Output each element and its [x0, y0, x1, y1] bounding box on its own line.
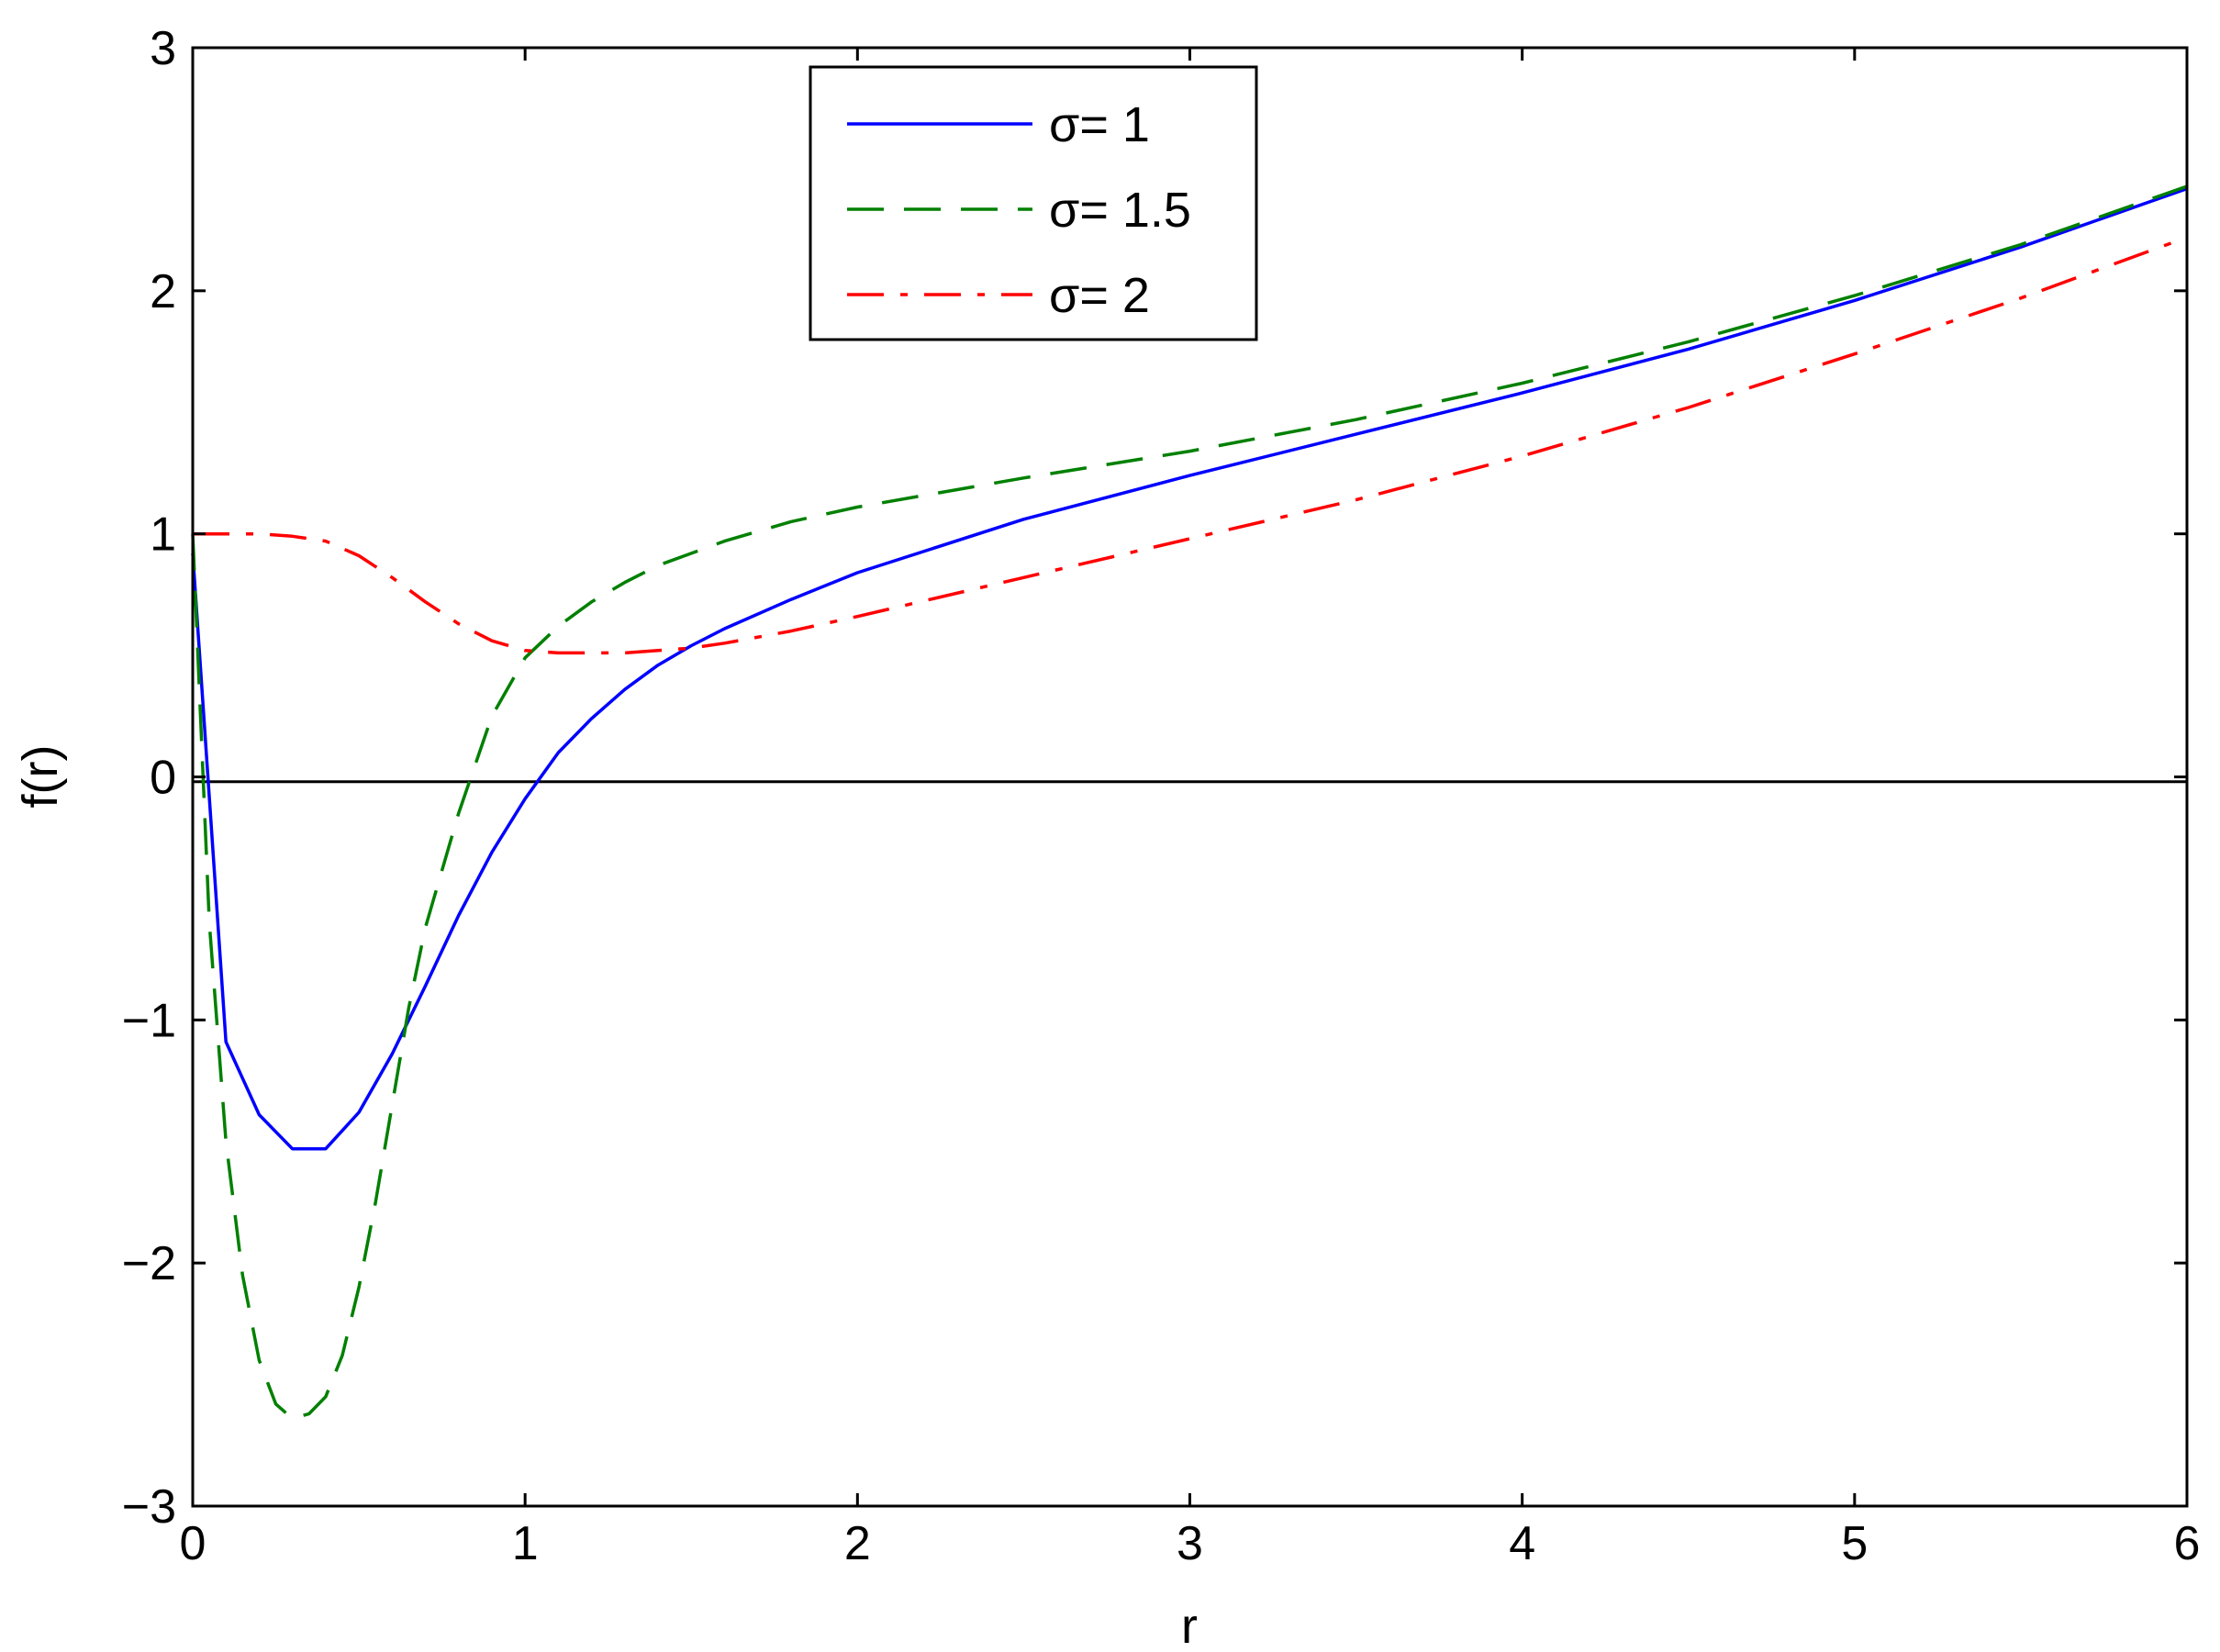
y-tick-label: −2 — [122, 1237, 176, 1290]
plot-area — [191, 184, 2188, 1421]
axis-ticks: 0 1 2 3 4 5 6 −3 −2 −1 0 1 2 3 — [122, 22, 2201, 1570]
x-tick-label: 5 — [1841, 1517, 1868, 1570]
series-line-2 — [191, 184, 2188, 1421]
legend-box — [809, 65, 1258, 341]
x-tick-label: 2 — [844, 1517, 871, 1570]
legend-entry-label: σ= 1 — [1049, 97, 1150, 152]
legend-entry-label: σ= 1.5 — [1049, 183, 1191, 238]
legend-entry-label: σ= 2 — [1049, 268, 1150, 323]
y-tick-label: 1 — [150, 508, 176, 562]
x-tick-label: 3 — [1177, 1517, 1203, 1570]
series-line-1 — [191, 186, 2188, 1151]
x-axis-label: r — [1181, 1599, 1198, 1652]
series-line-3 — [193, 235, 2188, 655]
x-tick-label: 4 — [1509, 1517, 1535, 1570]
y-axis-label: f(r) — [13, 745, 68, 809]
y-tick-label: −1 — [122, 994, 176, 1047]
x-tick-label: 1 — [512, 1517, 539, 1570]
y-tick-label: 3 — [150, 22, 176, 75]
y-tick-label: 0 — [150, 752, 176, 805]
legend: σ= 1 σ= 1.5 σ= 2 — [809, 65, 1258, 341]
y-tick-label: 2 — [150, 265, 176, 318]
x-tick-label: 0 — [180, 1517, 206, 1570]
x-tick-label: 6 — [2174, 1517, 2201, 1570]
y-tick-label: −3 — [122, 1480, 176, 1534]
